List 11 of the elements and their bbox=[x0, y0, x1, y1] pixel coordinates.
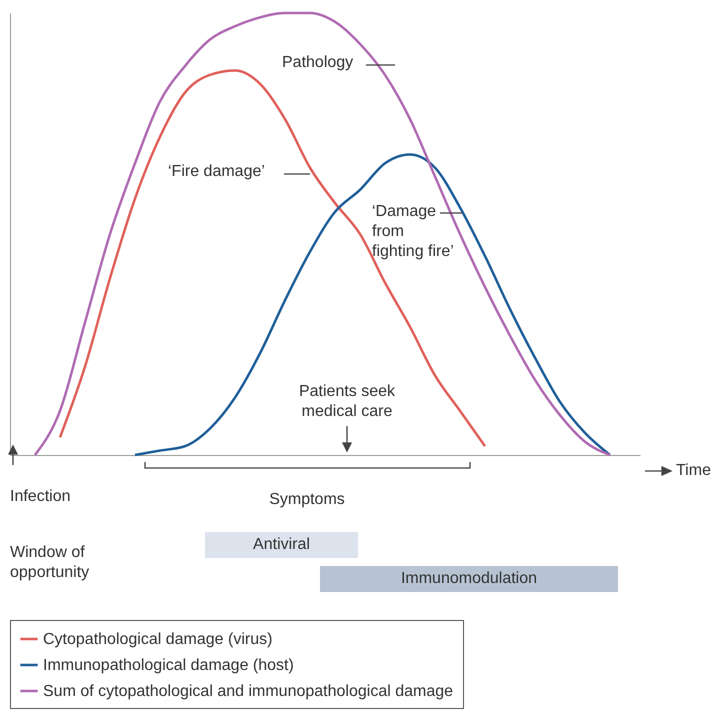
text: Symptoms bbox=[268, 490, 346, 510]
annotation: ‘Damage from fighting fire’ bbox=[372, 202, 455, 262]
legend-label: Cytopathological damage (virus) bbox=[43, 631, 272, 648]
text: Infection bbox=[10, 487, 72, 507]
x-axis-title: Time bbox=[676, 461, 711, 481]
legend-label: Immunopathological damage (host) bbox=[43, 657, 294, 674]
legend-label: Sum of cytopathological and immunopathological damage bbox=[43, 683, 454, 700]
annotation: Patients seek medical care bbox=[298, 382, 396, 422]
text: Window of opportunity bbox=[10, 543, 90, 583]
annotation: Pathology bbox=[282, 53, 354, 73]
annotation: ‘Fire damage’ bbox=[168, 162, 266, 182]
